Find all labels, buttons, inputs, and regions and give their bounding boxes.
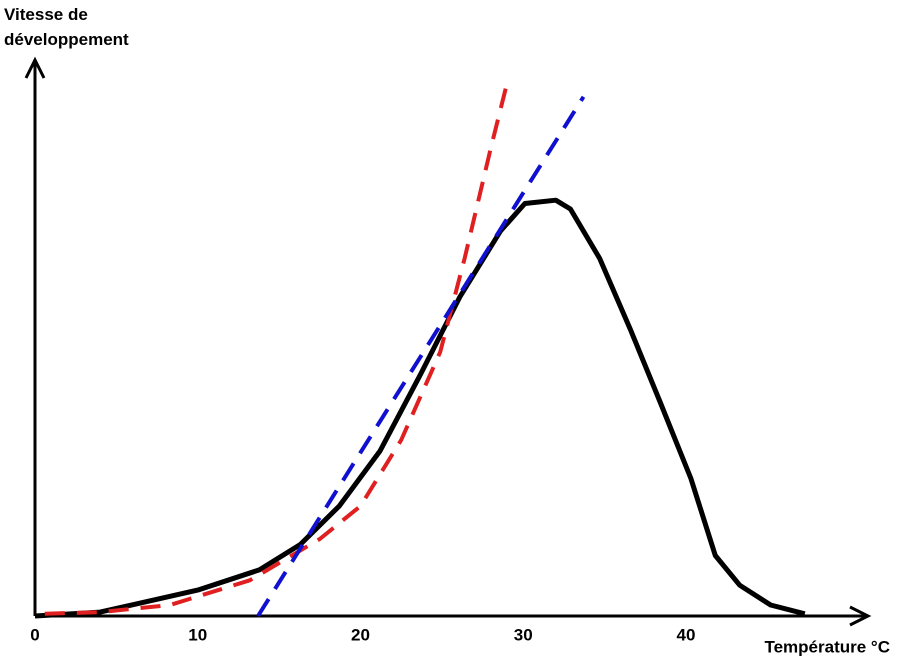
x-tick-label: 10 <box>188 625 207 644</box>
x-axis-label: Température °C <box>764 637 890 656</box>
x-tick-label: 0 <box>30 625 39 644</box>
x-tick-label: 40 <box>677 625 696 644</box>
y-arrow <box>24 56 46 79</box>
y-axis-label: Vitesse de développement <box>4 5 129 49</box>
series-line <box>256 95 586 618</box>
x-arrow <box>849 605 872 627</box>
x-tick-label: 20 <box>351 625 370 644</box>
series-line <box>34 197 806 619</box>
series-line <box>44 76 511 616</box>
x-tick-label: 30 <box>514 625 533 644</box>
